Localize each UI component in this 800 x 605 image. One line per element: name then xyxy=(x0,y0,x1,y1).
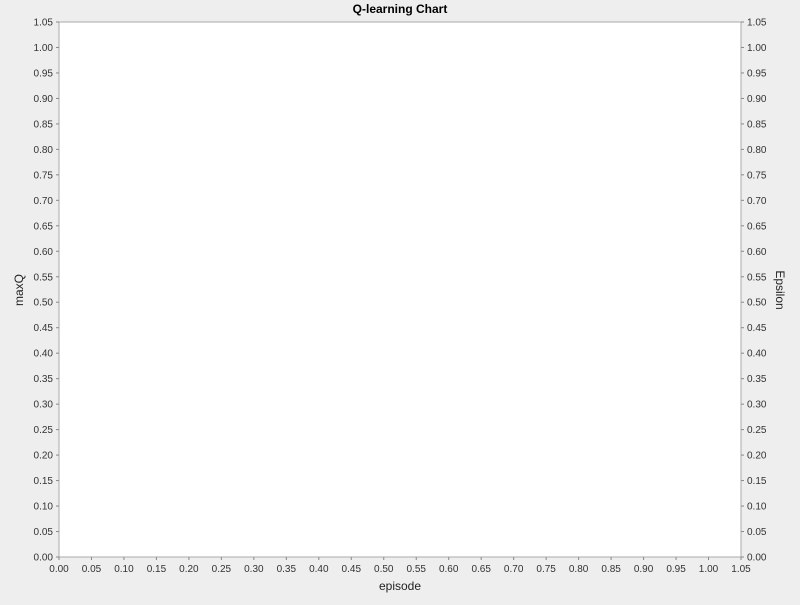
x-tick-label: 0.80 xyxy=(569,564,589,575)
y-right-tick-label: 0.60 xyxy=(747,247,767,258)
y-right-tick-label: 0.05 xyxy=(747,527,767,538)
y-right-tick-label: 0.90 xyxy=(747,94,767,105)
x-tick-label: 0.65 xyxy=(471,564,491,575)
y-right-tick-label: 0.10 xyxy=(747,502,767,513)
y-left-tick-label: 0.75 xyxy=(34,170,54,181)
x-axis-ticks: 0.00 0.05 0.10 0.15 0.20 0.25 0.30 0.35 0.40 0.45… xyxy=(49,557,751,575)
y-right-tick-label: 0.15 xyxy=(747,476,767,487)
y-right-tick-label: 1.00 xyxy=(747,43,767,54)
x-tick-label: 0.30 xyxy=(244,564,264,575)
y-left-tick-label: 0.45 xyxy=(34,323,54,334)
y-right-tick-label: 0.30 xyxy=(747,400,767,411)
x-tick-label: 1.00 xyxy=(699,564,719,575)
y-right-tick-label: 0.65 xyxy=(747,221,767,232)
x-tick-label: 0.15 xyxy=(147,564,167,575)
y-right-tick-label: 0.40 xyxy=(747,349,767,360)
y-left-tick-label: 0.40 xyxy=(34,349,54,360)
x-tick-label: 0.40 xyxy=(309,564,329,575)
y-right-tick-label: 0.85 xyxy=(747,119,767,130)
y-right-tick-label: 0.70 xyxy=(747,196,767,207)
y-left-tick-label: 0.90 xyxy=(34,94,54,105)
y-right-tick-label: 1.05 xyxy=(747,18,767,29)
y-left-tick-label: 0.05 xyxy=(34,527,54,538)
y-left-tick-label: 0.20 xyxy=(34,451,54,462)
plot-area xyxy=(58,21,742,558)
x-tick-label: 0.20 xyxy=(179,564,199,575)
y-left-tick-label: 0.50 xyxy=(34,298,54,309)
x-tick-label: 0.85 xyxy=(601,564,621,575)
y-left-tick-label: 1.00 xyxy=(34,43,54,54)
y-left-tick-label: 0.85 xyxy=(34,119,54,130)
y-right-tick-label: 0.20 xyxy=(747,451,767,462)
x-tick-label: 0.05 xyxy=(82,564,102,575)
y-left-tick-label: 0.15 xyxy=(34,476,54,487)
y-left-tick-label: 0.95 xyxy=(34,68,54,79)
x-tick-label: 0.10 xyxy=(114,564,134,575)
y-right-tick-label: 0.75 xyxy=(747,170,767,181)
y-left-tick-label: 0.70 xyxy=(34,196,54,207)
y-right-tick-label: 0.45 xyxy=(747,323,767,334)
x-tick-label: 0.75 xyxy=(536,564,556,575)
y-left-tick-label: 0.30 xyxy=(34,400,54,411)
y-left-tick-label: 0.35 xyxy=(34,374,54,385)
x-tick-label: 0.45 xyxy=(342,564,362,575)
x-tick-label: 0.35 xyxy=(277,564,297,575)
y-right-tick-label: 0.55 xyxy=(747,272,767,283)
y-right-tick-label: 0.50 xyxy=(747,298,767,309)
x-tick-label: 0.90 xyxy=(634,564,654,575)
x-tick-label: 1.05 xyxy=(731,564,751,575)
x-tick-label: 0.70 xyxy=(504,564,524,575)
x-tick-label: 0.00 xyxy=(49,564,69,575)
x-axis-label: episode xyxy=(379,579,421,593)
y-right-tick-label: 0.95 xyxy=(747,68,767,79)
x-tick-label: 0.60 xyxy=(439,564,459,575)
x-tick-label: 0.55 xyxy=(407,564,427,575)
x-tick-label: 0.25 xyxy=(212,564,232,575)
y-left-tick-label: 0.55 xyxy=(34,272,54,283)
y-axis-right-ticks: 0.00 0.05 0.10 0.15 0.20 0.25 0.30 0.35 0.40 0.45… xyxy=(741,18,767,564)
y-axis-right-label: Epsilon xyxy=(773,270,787,309)
y-left-tick-label: 1.05 xyxy=(34,18,54,29)
y-axis-left-ticks: 0.00 0.05 0.10 0.15 0.20 0.25 0.30 0.35 0.40 0.45… xyxy=(34,18,59,564)
y-right-tick-label: 0.35 xyxy=(747,374,767,385)
x-tick-label: 0.50 xyxy=(374,564,394,575)
y-left-tick-label: 0.80 xyxy=(34,145,54,156)
y-left-tick-label: 0.10 xyxy=(34,502,54,513)
y-axis-left-label: maxQ xyxy=(12,274,26,306)
x-tick-label: 0.95 xyxy=(666,564,686,575)
chart-title: Q-learning Chart xyxy=(353,2,448,16)
y-right-tick-label: 0.25 xyxy=(747,425,767,436)
y-left-tick-label: 0.25 xyxy=(34,425,54,436)
y-right-tick-label: 0.00 xyxy=(747,553,767,564)
y-left-tick-label: 0.00 xyxy=(34,553,54,564)
y-left-tick-label: 0.65 xyxy=(34,221,54,232)
y-left-tick-label: 0.60 xyxy=(34,247,54,258)
y-right-tick-label: 0.80 xyxy=(747,145,767,156)
